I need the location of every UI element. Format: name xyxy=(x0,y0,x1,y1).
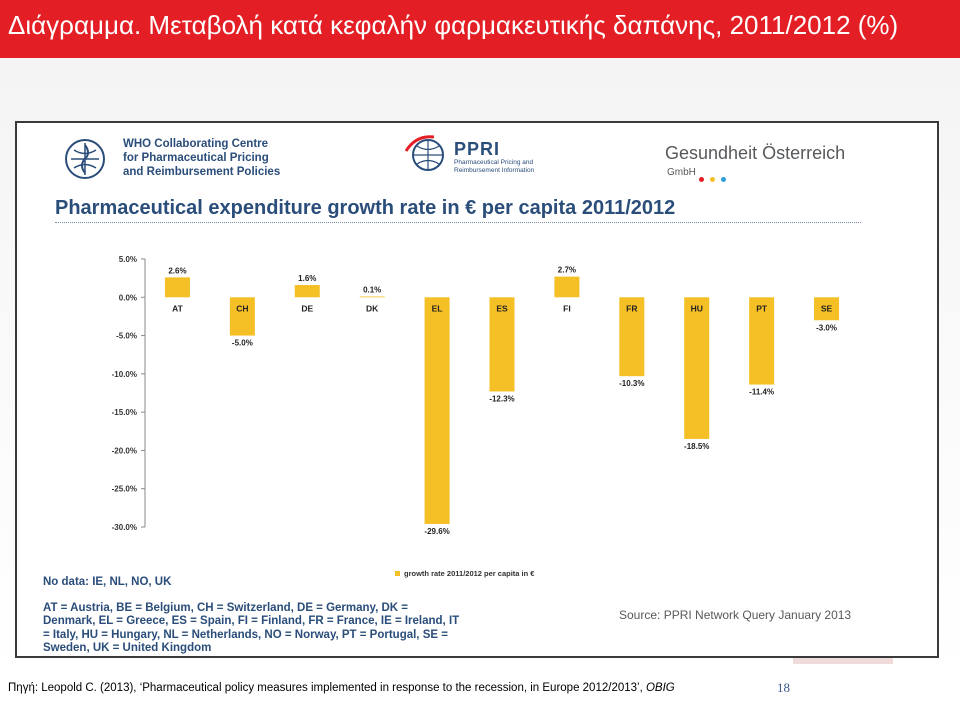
x-tick-label: ES xyxy=(496,303,508,313)
x-tick-label: EL xyxy=(432,303,443,313)
data-label: -29.6% xyxy=(424,527,449,536)
goe-logo-name: Gesundheit Österreich xyxy=(665,143,846,163)
bar xyxy=(359,296,385,298)
x-tick-label: DE xyxy=(301,303,313,313)
abbreviation-line: Denmark, EL = Greece, ES = Spain, FI = F… xyxy=(43,615,460,628)
abbreviation-list: AT = Austria, BE = Belgium, CH = Switzer… xyxy=(43,602,459,656)
goe-logo-subtitle: GmbH xyxy=(667,167,696,178)
ppri-sub-line: Pharmaceutical Pricing and xyxy=(454,159,534,166)
ppri-globe-icon xyxy=(404,135,444,171)
bar xyxy=(684,297,710,439)
abbreviation-line: AT = Austria, BE = Belgium, CH = Switzer… xyxy=(43,602,409,614)
who-line: and Reimbursement Policies xyxy=(123,166,281,178)
y-tick-label: -15.0% xyxy=(112,408,137,417)
bar xyxy=(424,297,450,524)
ppri-logo-subtitle: Pharmaceutical Pricing and Reimbursement… xyxy=(454,159,564,175)
slide-header: Διάγραμμα. Μεταβολή κατά κεφαλήν φαρμακε… xyxy=(0,0,960,58)
x-tick-label: AT xyxy=(172,303,184,313)
bar xyxy=(749,297,775,385)
y-tick-label: -25.0% xyxy=(112,485,137,494)
y-tick-label: 0.0% xyxy=(119,293,137,302)
no-data-note: No data: IE, NL, NO, UK xyxy=(43,576,172,588)
ppri-logo-name: PPRI xyxy=(454,139,501,159)
who-line: WHO Collaborating Centre xyxy=(123,138,269,150)
y-tick-label: -20.0% xyxy=(112,446,137,455)
bar xyxy=(294,285,320,298)
legend-label: growth rate 2011/2012 per capita in € xyxy=(404,569,535,578)
slide-title: Διάγραμμα. Μεταβολή κατά κεφαλήν φαρμακε… xyxy=(8,10,899,40)
page-number: 18 xyxy=(777,680,790,695)
x-tick-label: CH xyxy=(236,303,248,313)
goe-logo-dots xyxy=(699,169,732,187)
legend-swatch xyxy=(395,571,400,576)
y-tick-label: -10.0% xyxy=(112,370,137,379)
bar xyxy=(229,297,255,336)
data-label: 0.1% xyxy=(363,286,381,295)
title-divider xyxy=(55,222,861,223)
who-line: for Pharmaceutical Pricing xyxy=(123,152,269,164)
caption-publisher: OBIG xyxy=(645,682,675,694)
chart-figure: WHO Collaborating Centre for Pharmaceuti… xyxy=(15,121,939,658)
x-tick-label: PT xyxy=(756,303,768,313)
y-tick-label: -5.0% xyxy=(116,332,137,341)
bar xyxy=(554,276,580,298)
data-label: -11.4% xyxy=(749,388,774,397)
abbreviation-line: Sweden, UK = United Kingdom xyxy=(43,642,212,655)
data-label: 1.6% xyxy=(298,274,316,283)
x-tick-label: DK xyxy=(366,303,379,313)
x-tick-label: FI xyxy=(563,303,571,313)
x-tick-label: SE xyxy=(821,303,833,313)
who-logo-text: WHO Collaborating Centre for Pharmaceuti… xyxy=(123,137,293,179)
bar-chart: 5.0% 0.0% -5.0% -10.0% -15.0% -20.0% -25.0% -30… xyxy=(112,255,840,536)
source-caption: Πηγή: Leopold C. (2013), ‘Pharmaceutical… xyxy=(8,682,675,694)
goe-dot xyxy=(699,177,704,182)
data-label: -10.3% xyxy=(619,379,644,388)
y-tick-label: -30.0% xyxy=(112,523,137,532)
goe-dot xyxy=(710,177,715,182)
data-label: -3.0% xyxy=(816,323,837,332)
x-tick-label: HU xyxy=(691,303,703,313)
x-tick-label: FR xyxy=(626,303,637,313)
bar xyxy=(489,297,515,392)
chart-legend: growth rate 2011/2012 per capita in € xyxy=(395,569,534,578)
bar xyxy=(164,277,190,298)
bar xyxy=(619,297,645,377)
decorative-mark xyxy=(793,658,893,664)
ppri-sub-line: Reimbursement Information xyxy=(454,167,535,174)
caption-text: Πηγή: Leopold C. (2013), ‘Pharmaceutical… xyxy=(8,682,646,694)
source-note: Source: PPRI Network Query January 2013 xyxy=(619,608,852,622)
data-label: 2.6% xyxy=(168,266,186,275)
bar xyxy=(814,297,840,321)
abbreviation-line: = Italy, HU = Hungary, NL = Netherlands,… xyxy=(43,628,448,641)
chart-title: Pharmaceutical expenditure growth rate i… xyxy=(55,197,676,219)
data-label: -12.3% xyxy=(489,394,514,403)
data-label: -18.5% xyxy=(684,442,709,451)
data-label: -5.0% xyxy=(232,339,253,348)
who-emblem-icon xyxy=(65,139,105,179)
goe-dot xyxy=(721,177,726,182)
y-tick-label: 5.0% xyxy=(119,255,137,264)
data-label: 2.7% xyxy=(558,266,576,275)
